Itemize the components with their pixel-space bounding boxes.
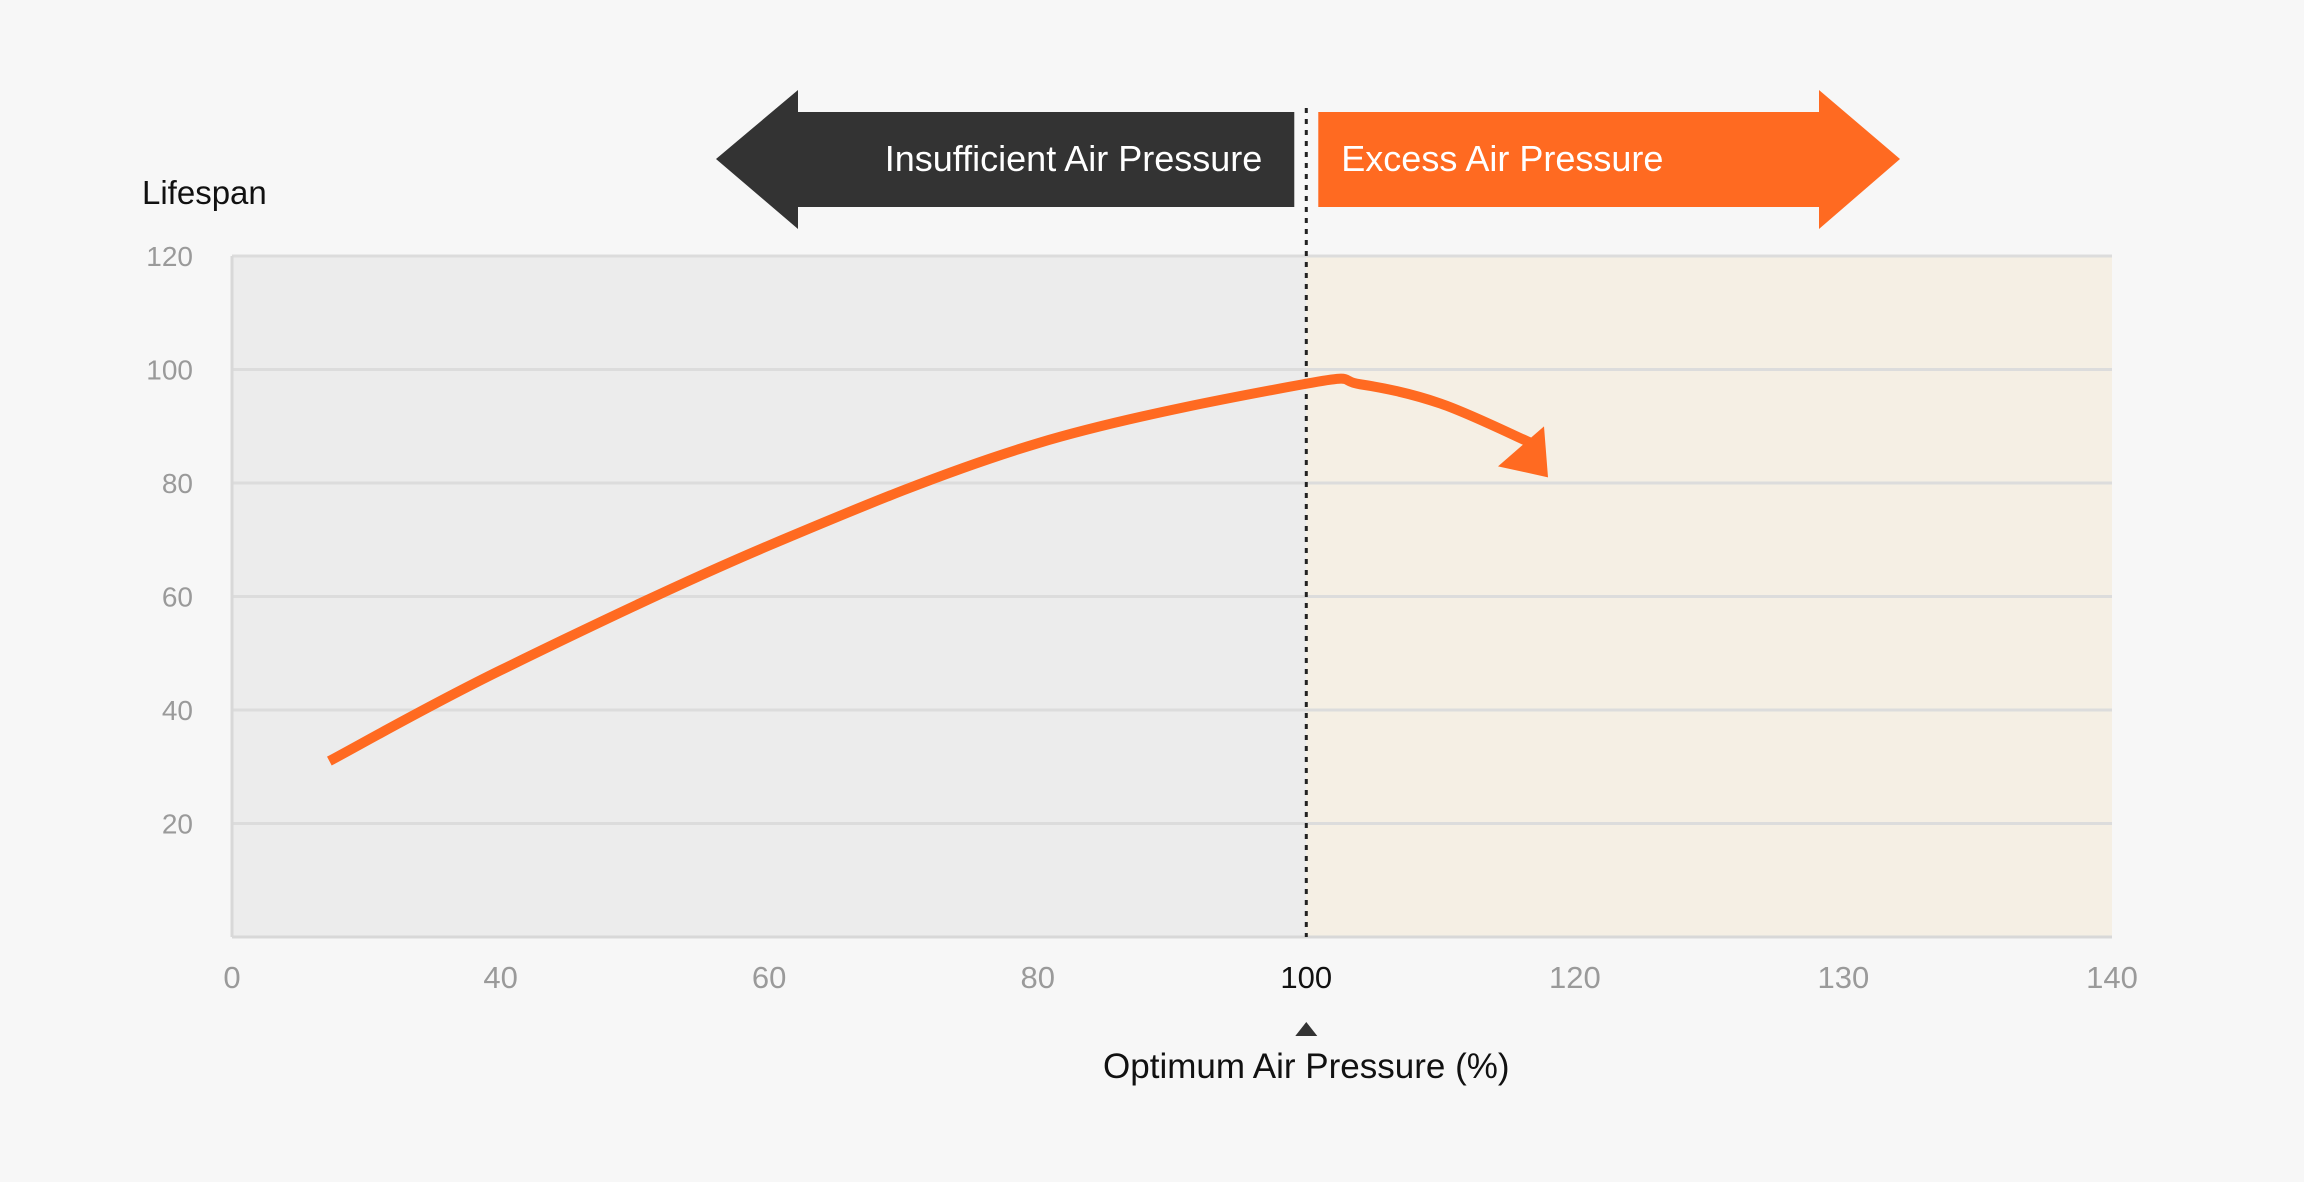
y-tick-label: 40 bbox=[162, 695, 193, 726]
x-tick-label: 120 bbox=[1549, 960, 1601, 995]
x-tick-label: 140 bbox=[2086, 960, 2138, 995]
optimum-marker-icon bbox=[1295, 1022, 1318, 1036]
lifespan-curve bbox=[327, 373, 1532, 766]
x-tick-label: 60 bbox=[752, 960, 786, 995]
y-axis-title: Lifespan bbox=[142, 174, 267, 211]
y-tick-label: 120 bbox=[146, 241, 193, 272]
y-tick-label: 60 bbox=[162, 582, 193, 613]
x-tick-label: 0 bbox=[223, 960, 240, 995]
x-tick-labels: 0 40 60 80 100 120 130 140 bbox=[223, 960, 2137, 995]
x-tick-label: 130 bbox=[1818, 960, 1870, 995]
x-tick-label: 100 bbox=[1280, 960, 1332, 995]
excess-arrow bbox=[1318, 90, 1900, 229]
y-tick-labels: 20 40 60 80 100 120 bbox=[146, 241, 193, 840]
x-tick-label: 40 bbox=[483, 960, 517, 995]
y-tick-label: 20 bbox=[162, 809, 193, 840]
curve-arrowhead bbox=[1498, 426, 1548, 478]
x-tick-label: 80 bbox=[1020, 960, 1054, 995]
gridlines bbox=[232, 254, 2112, 825]
excess-label: Excess Air Pressure bbox=[1341, 138, 1663, 179]
insufficient-label: Insufficient Air Pressure bbox=[885, 138, 1263, 179]
y-tick-label: 100 bbox=[146, 355, 193, 386]
insufficient-arrow bbox=[716, 90, 1295, 229]
x-axis-title: Optimum Air Pressure (%) bbox=[1103, 1047, 1509, 1086]
y-tick-label: 80 bbox=[162, 468, 193, 499]
